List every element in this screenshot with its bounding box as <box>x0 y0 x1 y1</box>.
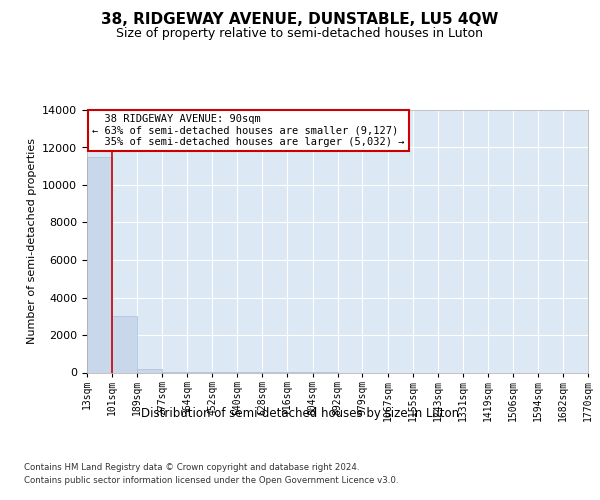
Text: Distribution of semi-detached houses by size in Luton: Distribution of semi-detached houses by … <box>141 408 459 420</box>
Text: Contains public sector information licensed under the Open Government Licence v3: Contains public sector information licen… <box>24 476 398 485</box>
Y-axis label: Number of semi-detached properties: Number of semi-detached properties <box>26 138 37 344</box>
Text: Contains HM Land Registry data © Crown copyright and database right 2024.: Contains HM Land Registry data © Crown c… <box>24 462 359 471</box>
Text: 38, RIDGEWAY AVENUE, DUNSTABLE, LU5 4QW: 38, RIDGEWAY AVENUE, DUNSTABLE, LU5 4QW <box>101 12 499 28</box>
Bar <box>137 369 162 372</box>
Text: 38 RIDGEWAY AVENUE: 90sqm  
← 63% of semi-detached houses are smaller (9,127)
  : 38 RIDGEWAY AVENUE: 90sqm ← 63% of semi-… <box>92 114 404 147</box>
Bar <box>112 316 137 372</box>
Text: Size of property relative to semi-detached houses in Luton: Size of property relative to semi-detach… <box>116 28 484 40</box>
Bar <box>87 157 112 372</box>
